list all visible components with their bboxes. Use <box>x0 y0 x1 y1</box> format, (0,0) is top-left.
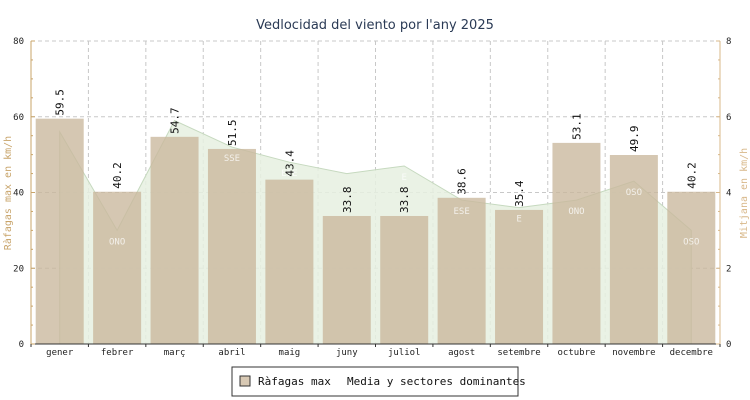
y2-tick-label: 4 <box>726 189 731 199</box>
value-label: 49.9 <box>628 126 641 153</box>
y2-axis-label: Mitjana en km/h <box>739 148 750 238</box>
chart-title: Vedlocidad del viento por l'any 2025 <box>256 18 494 33</box>
legend-box <box>231 366 519 397</box>
legend-swatch-bar <box>239 375 251 387</box>
bar-gener <box>35 118 84 344</box>
x-tick-label: maig <box>279 348 301 358</box>
y-tick-label: 20 <box>13 264 24 274</box>
x-tick-label: abril <box>218 348 245 358</box>
bar-series <box>35 118 716 344</box>
direction-label: OSO <box>683 237 699 247</box>
bar-decembre <box>667 191 716 344</box>
y-tick-label: 0 <box>19 340 24 350</box>
x-tick-label: març <box>164 348 186 358</box>
direction-label: SSE <box>224 154 240 164</box>
axes <box>30 40 721 347</box>
y-tick-labels: 0 20 40 60 80 <box>13 37 24 350</box>
y2-tick-labels: 0 2 4 6 8 <box>726 37 731 350</box>
bar-juny <box>322 215 371 344</box>
value-labels: 59.5 40.2 54.7 51.5 43.4 33.8 33.8 38.6 35.4 53.1… <box>54 89 699 213</box>
value-label: 43.4 <box>283 150 296 177</box>
bar-febrer <box>93 191 142 344</box>
x-tick-label: juny <box>336 348 358 358</box>
direction-label: ONO <box>568 207 584 217</box>
bar-abril <box>207 148 256 344</box>
y-tick-label: 60 <box>13 113 24 123</box>
y-tick-label: 40 <box>13 189 24 199</box>
legend: Ràfagas max Media y sectores dominantes <box>231 366 526 397</box>
value-label: 40.2 <box>111 162 124 189</box>
value-label: 54.7 <box>169 107 182 134</box>
x-tick-label: octubre <box>557 348 595 358</box>
bar-setembre <box>495 209 544 344</box>
bar-novembre <box>609 155 658 344</box>
direction-labels: ONO SSE ESE E ESE E ONO OSO OSO <box>109 154 699 247</box>
x-tick-label: juliol <box>388 348 421 358</box>
bar-octubre <box>552 142 601 344</box>
value-label: 33.8 <box>398 186 411 213</box>
bar-agost <box>437 197 486 344</box>
value-label: 40.2 <box>685 162 698 189</box>
value-label: 59.5 <box>54 89 67 116</box>
direction-label: E <box>401 173 406 183</box>
x-tick-label: agost <box>448 348 475 358</box>
legend-label-bar: Ràfagas max <box>258 375 331 388</box>
x-tick-label: novembre <box>612 348 655 358</box>
value-label: 53.1 <box>570 113 583 140</box>
value-label: 38.6 <box>456 168 469 195</box>
legend-label-area: Media y sectores dominantes <box>347 375 526 388</box>
x-tick-label: febrer <box>101 348 134 358</box>
y2-tick-label: 6 <box>726 113 731 123</box>
bar-maig <box>265 179 314 344</box>
direction-label: OSO <box>626 188 642 198</box>
direction-label: E <box>516 215 521 225</box>
y2-tick-label: 2 <box>726 264 731 274</box>
y-tick-label: 80 <box>13 37 24 47</box>
y2-tick-label: 0 <box>726 340 731 350</box>
direction-label: ONO <box>109 237 125 247</box>
x-tick-label: setembre <box>497 348 540 358</box>
direction-label: ESE <box>453 207 469 217</box>
bar-març <box>150 136 199 344</box>
x-tick-label: gener <box>46 348 74 358</box>
y2-tick-label: 8 <box>726 37 731 47</box>
value-label: 35.4 <box>513 180 526 207</box>
value-label: 51.5 <box>226 119 239 145</box>
x-tick-label: decembre <box>670 348 713 358</box>
y-axis-label: Ràfagas max en km/h <box>2 136 14 250</box>
bar-juliol <box>380 215 429 344</box>
direction-label: ESE <box>281 169 297 179</box>
value-label: 33.8 <box>341 186 354 213</box>
x-tick-labels: gener febrer març abril maig juny juliol agost s… <box>46 348 713 358</box>
